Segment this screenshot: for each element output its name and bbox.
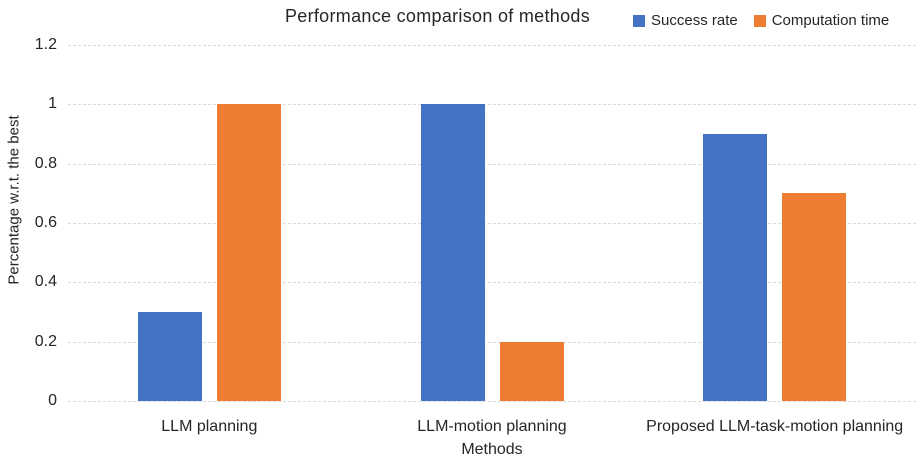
y-axis-title: Percentage w.r.t. the best — [5, 115, 23, 285]
legend-item-success-rate: Success rate — [633, 12, 738, 29]
y-tick-label: 1 — [48, 95, 57, 113]
legend-swatch-success-rate — [633, 14, 645, 27]
gridline — [68, 341, 916, 343]
bar-computation-time — [216, 104, 281, 401]
x-tick-label: Proposed LLM-task-motion planning — [646, 418, 904, 435]
y-tick-label: 0.2 — [34, 332, 57, 350]
x-tick-label: LLM-motion planning — [417, 418, 567, 435]
legend-label-computation-time: Computation time — [771, 12, 890, 29]
legend-item-computation-time: Computation time — [753, 12, 890, 29]
legend-label-success-rate: Success rate — [651, 12, 738, 29]
gridline — [68, 163, 916, 165]
legend: Success rate Computation time — [633, 12, 889, 29]
gridline — [68, 104, 916, 106]
bar-success-rate — [137, 312, 202, 401]
x-tick-label: LLM planning — [161, 418, 258, 435]
y-tick-label: 0.4 — [34, 273, 57, 291]
legend-swatch-computation-time — [753, 14, 766, 27]
x-axis-title: Methods — [461, 441, 523, 458]
gridline — [68, 45, 916, 46]
bar-success-rate — [420, 104, 485, 401]
gridline — [68, 401, 916, 402]
y-tick-label: 1.2 — [34, 36, 57, 53]
bar-computation-time — [782, 193, 847, 401]
gridline — [68, 223, 916, 224]
y-tick-label: 0.6 — [34, 214, 57, 231]
bar-computation-time — [499, 341, 564, 401]
gridline — [68, 282, 916, 284]
y-tick-label: 0.8 — [34, 154, 57, 172]
y-tick-label: 0 — [48, 392, 57, 409]
bar-success-rate — [703, 134, 768, 401]
chart-title: Performance comparison of methods — [284, 6, 591, 26]
